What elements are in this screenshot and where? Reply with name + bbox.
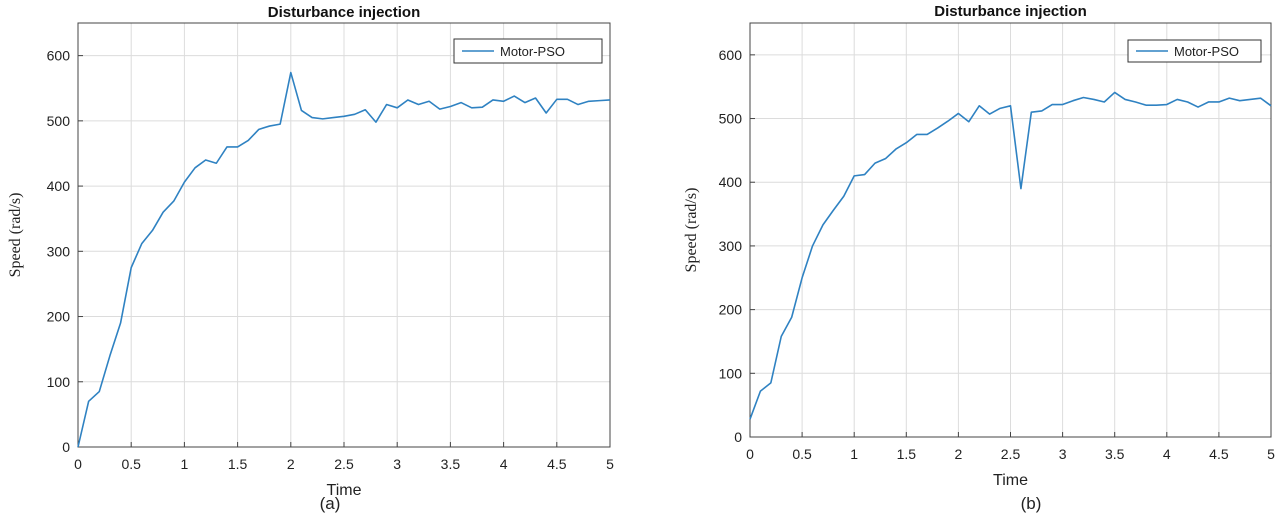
y-tick-label: 0: [62, 439, 70, 455]
x-tick-label: 1.5: [228, 456, 248, 472]
x-tick-label: 3.5: [441, 456, 461, 472]
y-tick-label: 400: [719, 174, 743, 190]
chart-panel-a: 0 0.5 1 1.5 2 2.5 3 3.5 4 4.5 5 0 100 200 300 400 500 600…: [7, 4, 614, 513]
x-tick-label: 1: [850, 446, 858, 462]
y-tick-label: 500: [719, 111, 743, 127]
x-tick-label: 0: [74, 456, 82, 472]
y-axis-label: Speed (rad/s): [683, 188, 700, 273]
series-line-motor-pso: [77, 71, 611, 448]
x-tick-label: 4.5: [1209, 446, 1229, 462]
x-tick-label: 2: [287, 456, 295, 472]
y-axis-label: Speed (rad/s): [7, 193, 24, 278]
legend: Motor-PSO: [453, 38, 603, 64]
x-tick-label: 3: [1059, 446, 1067, 462]
y-tick-label: 300: [719, 238, 743, 254]
x-tick-label: 2.5: [334, 456, 354, 472]
legend-label: Motor-PSO: [500, 44, 565, 59]
x-tick-label: 4: [1163, 446, 1171, 462]
chart-title: Disturbance injection: [268, 4, 421, 21]
y-tick-label: 600: [47, 48, 71, 64]
series-line-motor-pso: [749, 91, 1272, 420]
x-tick-label: 5: [1267, 446, 1275, 462]
y-tick-label: 400: [47, 178, 71, 194]
y-tick-label: 0: [734, 429, 742, 445]
x-tick-label: 0.5: [792, 446, 812, 462]
y-tick-label: 200: [47, 309, 71, 325]
x-axis-label: Time: [993, 472, 1028, 489]
legend-label: Motor-PSO: [1174, 44, 1239, 59]
x-tick-label: 4.5: [547, 456, 567, 472]
x-tick-label: 1.5: [897, 446, 917, 462]
panel-label: (b): [1021, 494, 1042, 513]
y-tick-label: 200: [719, 302, 743, 318]
legend-box: [1127, 39, 1262, 63]
x-tick-label: 2: [955, 446, 963, 462]
x-tick-label: 3: [393, 456, 401, 472]
x-tick-label: 2.5: [1001, 446, 1021, 462]
chart-title: Disturbance injection: [934, 3, 1087, 20]
y-tick-label: 100: [719, 365, 743, 381]
x-axis-label: Time: [327, 482, 362, 499]
x-tick-label: 0: [746, 446, 754, 462]
y-tick-label: 300: [47, 243, 71, 259]
y-tick-label: 500: [47, 113, 71, 129]
chart-panel-b: 0 0.5 1 1.5 2 2.5 3 3.5 4 4.5 5 0 100 200 300 400 500 600…: [683, 3, 1275, 513]
x-tick-label: 0.5: [121, 456, 141, 472]
y-tick-label: 100: [47, 374, 71, 390]
y-tick-label: 600: [719, 47, 743, 63]
x-tick-label: 3.5: [1105, 446, 1125, 462]
x-tick-label: 5: [606, 456, 614, 472]
panel-label: (a): [320, 494, 341, 513]
legend: Motor-PSO: [1127, 39, 1262, 63]
x-tick-label: 1: [181, 456, 189, 472]
x-tick-label: 4: [500, 456, 508, 472]
